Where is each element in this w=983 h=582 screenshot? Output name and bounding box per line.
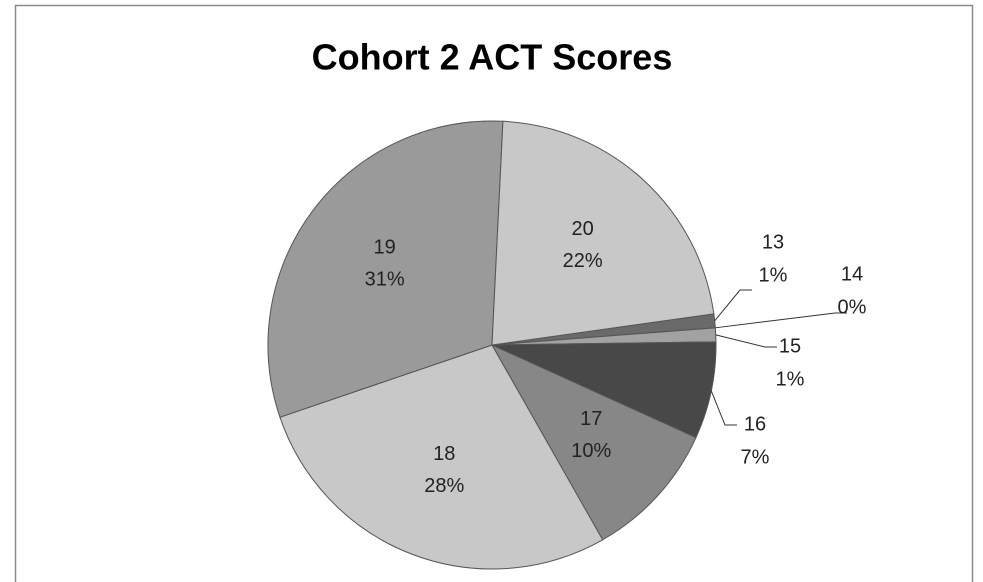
pie-slice (490, 343, 697, 541)
slice-category: 13 (762, 231, 784, 253)
slice-label: 1% (759, 264, 788, 286)
slice-label: 7% (741, 446, 770, 468)
slice-category: 17 (580, 408, 602, 430)
slice-label: 22% (563, 250, 603, 272)
leader-line (710, 390, 737, 426)
slice-category: 20 (572, 218, 594, 240)
pie-slice (279, 344, 604, 570)
slice-category: 15 (779, 335, 801, 357)
slice-category: 19 (374, 236, 396, 258)
slice-label: 0% (838, 296, 867, 318)
chart-title: Cohort 2 ACT Scores (312, 37, 673, 78)
slice-label: 1% (776, 368, 805, 390)
pie-slice (491, 120, 715, 346)
slice-category: 18 (433, 443, 455, 465)
slice-label: 31% (365, 268, 405, 290)
leader-line (715, 334, 777, 348)
pie-slice (267, 120, 504, 418)
slice-label: 10% (571, 440, 611, 462)
leader-line (715, 312, 847, 329)
leader-line (714, 289, 752, 322)
slice-label: 28% (424, 475, 464, 497)
slice-category: 16 (744, 413, 766, 435)
slice-category: 14 (841, 263, 863, 285)
